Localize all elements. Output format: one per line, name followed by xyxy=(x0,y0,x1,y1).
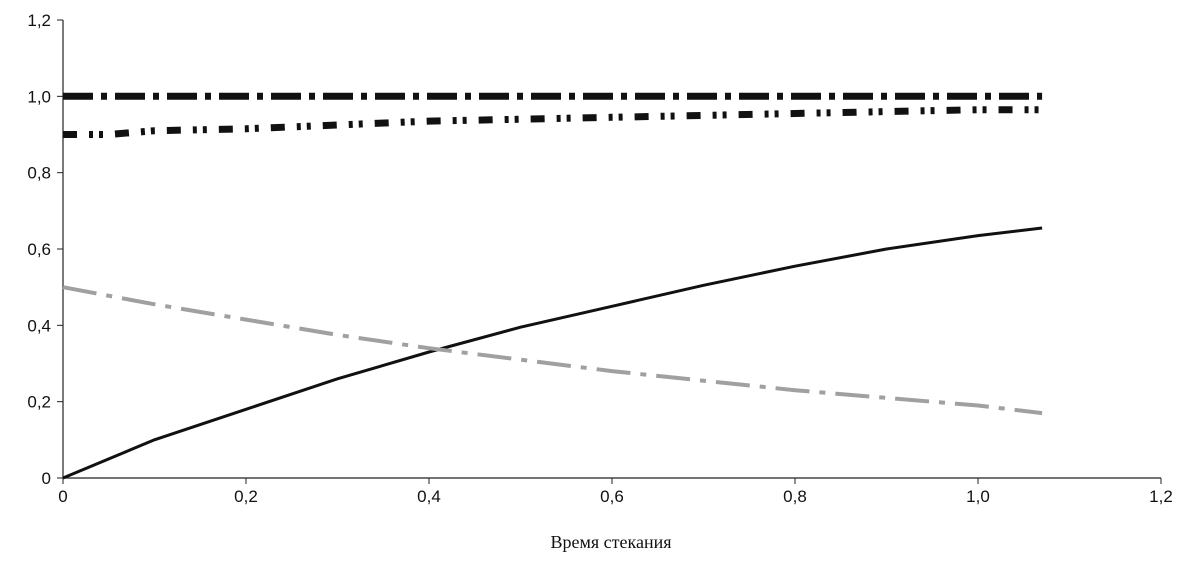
y-tick-label: 1,2 xyxy=(27,11,51,30)
y-tick-label: 0,6 xyxy=(27,240,51,259)
tick-labels: 0 0,2 0,4 0,6 0,8 1,0 1,2 0 0,2 0,4 0,6 0,8 1,0 1,2 xyxy=(27,11,1172,506)
x-tick-label: 0,4 xyxy=(417,487,441,506)
y-tick-label: 0,4 xyxy=(27,316,51,335)
x-tick-label: 1,0 xyxy=(966,487,990,506)
series-line-4 xyxy=(62,285,1043,416)
y-tick-label: 1,0 xyxy=(27,87,51,106)
axes xyxy=(57,19,1162,484)
series-group xyxy=(62,92,1043,480)
x-tick-label: 0,6 xyxy=(600,487,624,506)
series-line-2 xyxy=(63,106,1043,138)
y-tick-label: 0,8 xyxy=(27,164,51,183)
x-axis-label: Время стекания xyxy=(550,532,671,552)
x-tick-label: 0 xyxy=(58,487,67,506)
x-tick-label: 0,2 xyxy=(234,487,258,506)
y-tick-label: 0 xyxy=(42,469,51,488)
y-tick-label: 0,2 xyxy=(27,393,51,412)
series-line-3 xyxy=(62,226,1043,480)
x-tick-label: 0,8 xyxy=(783,487,807,506)
x-tick-label: 1,2 xyxy=(1149,487,1173,506)
